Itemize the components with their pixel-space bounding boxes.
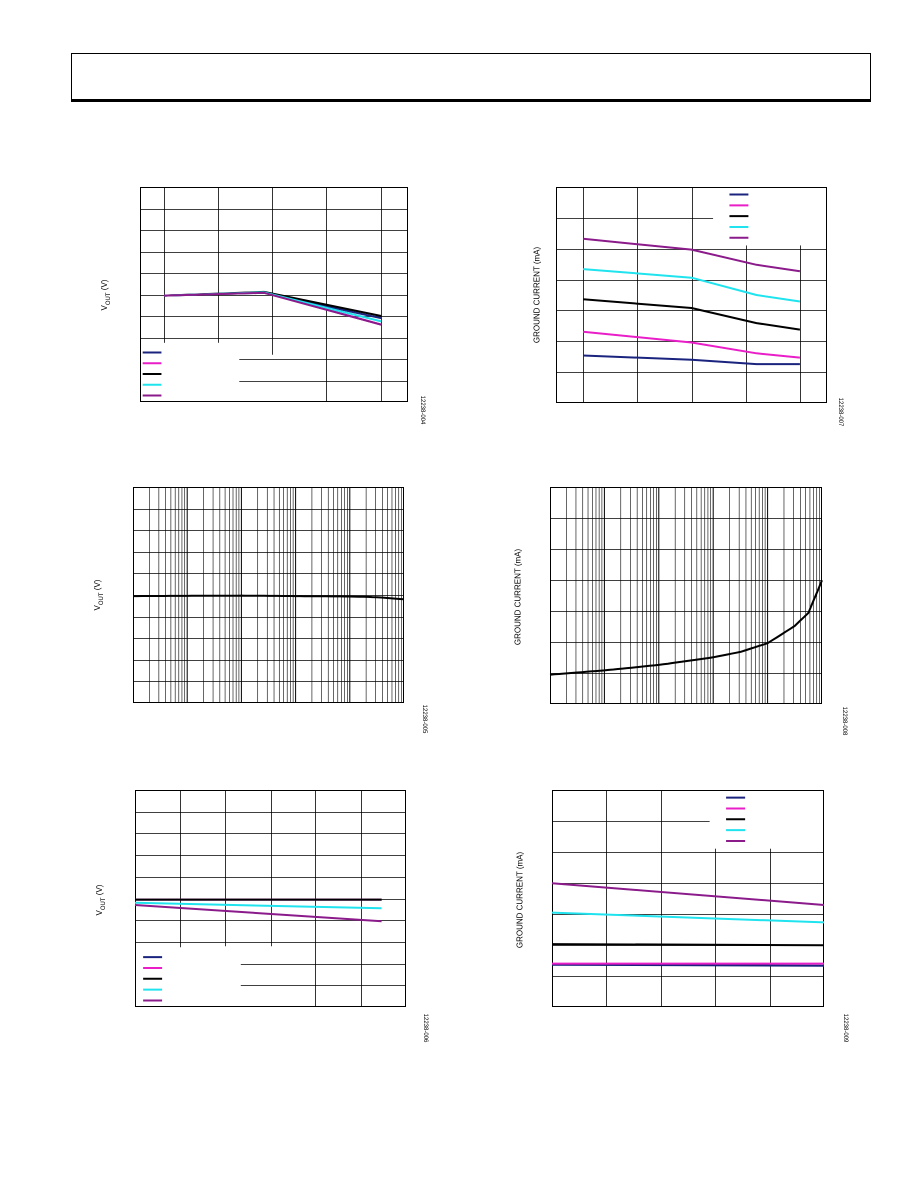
chart-vout-2: VOUT (V) 12238-005 [93, 487, 427, 733]
plot-frame [552, 790, 824, 1007]
chart-2-fig-id: 12238-007 [837, 397, 843, 427]
chart-1-ylabel: VOUT (V) [100, 279, 112, 311]
legend-area [141, 342, 240, 401]
chart-4-ylabel: GROUND CURRENT (mA) [513, 548, 523, 646]
chart-1-fig-id: 12238-004 [419, 395, 425, 425]
chart-6-fig-id: 12238-009 [842, 1013, 848, 1043]
chart-vout-3: VOUT (V) 12238-006 [95, 790, 428, 1042]
series-line-cyan [134, 901, 382, 910]
series-line-purple [164, 291, 382, 326]
chart-3-fig-id: 12238-005 [421, 704, 427, 734]
page-header-box [71, 53, 871, 102]
plot-frame [133, 487, 404, 703]
chart-5-plot [134, 790, 406, 1007]
series-line-navy [551, 963, 825, 967]
series-line-purple [583, 237, 801, 273]
series-line-cyan [583, 268, 801, 303]
chart-ground-current-1: GROUND CURRENT (mA) 12238-007 [533, 187, 843, 426]
series-line-magenta [583, 330, 800, 359]
chart-3-ylabel: VOUT (V) [93, 579, 105, 611]
plot-frame [550, 487, 822, 704]
series-line-black [583, 298, 801, 331]
series-line-cyan [551, 911, 825, 924]
chart-2-ylabel: GROUND CURRENT (mA) [532, 246, 542, 344]
plot-frame [135, 790, 406, 1007]
chart-4-fig-id: 12238-008 [841, 706, 847, 736]
chart-1-plot [140, 187, 408, 402]
chart-3-plot [133, 487, 405, 703]
chart-5-fig-id: 12238-006 [422, 1013, 428, 1043]
legend-area [136, 947, 241, 1006]
chart-4-plot [549, 487, 823, 704]
chart-vout-1: VOUT (V) 12238-004 [100, 187, 425, 424]
series-line-black [551, 943, 825, 947]
chart-6-plot [551, 790, 825, 1007]
chart-ground-current-2: GROUND CURRENT (mA) 12238-008 [514, 487, 847, 735]
chart-2-plot [556, 187, 827, 403]
series-line-purple [134, 904, 382, 923]
series-line-purple [551, 882, 825, 906]
series-line-black [549, 579, 823, 676]
series-line-navy [583, 354, 800, 366]
chart-6-ylabel: GROUND CURRENT (mA) [515, 851, 525, 949]
chart-ground-current-3: GROUND CURRENT (mA) 12238-009 [516, 790, 848, 1042]
chart-5-ylabel: VOUT (V) [95, 884, 107, 916]
plot-frame [140, 187, 408, 402]
series-line-black [133, 594, 405, 601]
plot-frame [556, 187, 827, 403]
